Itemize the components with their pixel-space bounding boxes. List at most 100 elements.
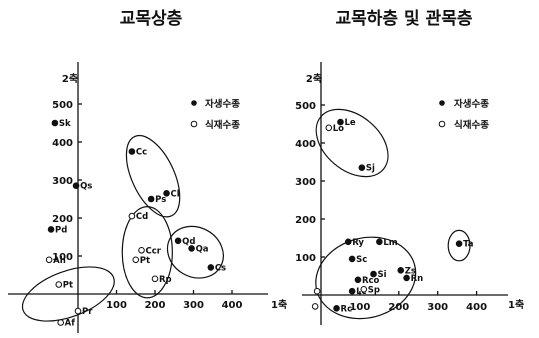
point-label: Lc xyxy=(356,287,366,297)
chart-title: 교목하층 및 관목층 xyxy=(336,9,473,29)
point-native-marker xyxy=(337,118,344,126)
x-tick-label: 400 xyxy=(466,302,487,313)
point-planted-marker xyxy=(132,256,140,264)
point-label: Cl xyxy=(171,189,180,199)
legend-filled-marker xyxy=(439,100,445,106)
point-native-marker xyxy=(188,245,195,252)
point-native-marker xyxy=(47,226,55,233)
legend-label: 자생수종 xyxy=(205,98,240,110)
x-tick-label: 200 xyxy=(145,300,166,311)
point-native-marker xyxy=(354,276,362,284)
x-axis-label: 1축 xyxy=(508,298,524,311)
cluster-ellipse xyxy=(121,206,173,299)
point-label: Pt xyxy=(140,256,150,266)
point-label: Si xyxy=(378,270,387,280)
point-label: Rc xyxy=(341,304,353,314)
point-planted-marker xyxy=(128,212,136,220)
y-tick-label: 500 xyxy=(295,101,316,112)
cluster-ellipse xyxy=(125,134,181,218)
x-axis-label: 1축 xyxy=(271,298,287,311)
point-label: Zs xyxy=(405,266,416,276)
point-native-marker xyxy=(128,148,136,155)
point-label: Sc xyxy=(356,255,367,265)
point-planted-marker xyxy=(74,307,82,315)
y-tick-label: 300 xyxy=(52,176,73,187)
point-label: Qs xyxy=(80,182,92,192)
point-label: Ta xyxy=(463,240,474,250)
point-label: Lm xyxy=(383,238,397,248)
point-planted-marker xyxy=(360,286,368,293)
point-label: Pr xyxy=(82,307,93,317)
point-label: Ccr xyxy=(146,246,162,256)
point-label: Sp xyxy=(368,285,380,295)
y-tick-label: 100 xyxy=(52,252,73,263)
point-native-marker xyxy=(174,237,182,245)
legend: 자생수종 식재수종 xyxy=(190,98,240,131)
legend-open-marker xyxy=(190,120,198,128)
legend-filled-marker xyxy=(191,100,197,106)
point-label: Qd xyxy=(182,237,195,247)
point-native-marker xyxy=(207,264,215,271)
panel-left-chart: 교목상층 2축 1축 자생수종 식재수종 100 200 300 400 100 200 3… xyxy=(8,9,287,333)
x-tick-label: 300 xyxy=(427,302,448,313)
point-native-marker xyxy=(51,119,59,127)
point-planted-marker xyxy=(57,319,64,326)
point-label: Af xyxy=(65,319,76,329)
point-planted-marker xyxy=(313,287,321,295)
point-planted-marker xyxy=(55,281,63,288)
point-native-marker xyxy=(358,164,366,171)
point-native-marker xyxy=(344,238,352,246)
y-tick-label: 100 xyxy=(295,253,316,264)
y-tick-label: 400 xyxy=(52,138,73,149)
point-label: Ry xyxy=(352,238,364,248)
x-tick-label: 100 xyxy=(106,300,127,311)
x-tick-label: 100 xyxy=(349,302,370,313)
point-planted-marker xyxy=(151,275,159,283)
point-label: Qa xyxy=(196,244,209,254)
y-tick-label: 500 xyxy=(52,100,73,111)
point-label: Sj xyxy=(366,164,375,174)
point-label: Ps xyxy=(155,195,166,205)
y-tick-label: 400 xyxy=(295,139,316,150)
cluster-ellipse xyxy=(21,266,115,322)
point-label: Sk xyxy=(59,119,71,129)
legend-open-marker xyxy=(438,120,446,128)
point-native-marker xyxy=(370,270,377,278)
point-native-marker xyxy=(348,255,356,263)
point-native-marker xyxy=(348,287,356,295)
point-label: Le xyxy=(344,118,355,128)
cluster-ellipse xyxy=(447,229,471,262)
point-label: Cd xyxy=(136,212,148,222)
legend: 자생수종 식재수종 xyxy=(438,98,489,131)
point-native-marker xyxy=(333,305,340,312)
y-tick-label: 200 xyxy=(295,215,316,226)
point-planted-marker xyxy=(138,247,145,254)
point-native-marker xyxy=(376,238,383,246)
point-planted-marker xyxy=(45,256,53,264)
y-axis-label: 2축 xyxy=(62,72,78,85)
panel-right-chart: 교목하층 및 관목층 2축 1축 자생수종 식재수종 100 200 300 400 1… xyxy=(295,9,524,325)
point-native-marker xyxy=(147,195,155,203)
y-tick-label: 300 xyxy=(295,177,316,188)
y-axis-label: 2축 xyxy=(306,72,322,85)
point-label: Lo xyxy=(333,124,344,134)
point-native-marker xyxy=(163,190,170,197)
point-label: Pd xyxy=(55,225,67,235)
x-tick-label: 300 xyxy=(183,300,204,311)
point-label: Ah xyxy=(53,256,66,266)
chart-title: 교목상층 xyxy=(120,9,183,29)
point-planted-marker xyxy=(311,303,319,310)
legend-label: 식재수종 xyxy=(205,119,240,131)
point-native-marker xyxy=(403,274,410,282)
point-label: Cc xyxy=(136,148,147,158)
point-planted-marker xyxy=(325,124,333,132)
point-native-marker xyxy=(72,182,80,189)
point-label: Cs xyxy=(215,263,226,273)
cluster-ellipse xyxy=(315,108,389,178)
point-native-marker xyxy=(455,240,463,247)
legend-label: 자생수종 xyxy=(454,98,489,110)
y-tick-label: 200 xyxy=(52,214,73,225)
point-label: Rp xyxy=(159,275,172,285)
legend-label: 식재수종 xyxy=(454,119,489,131)
